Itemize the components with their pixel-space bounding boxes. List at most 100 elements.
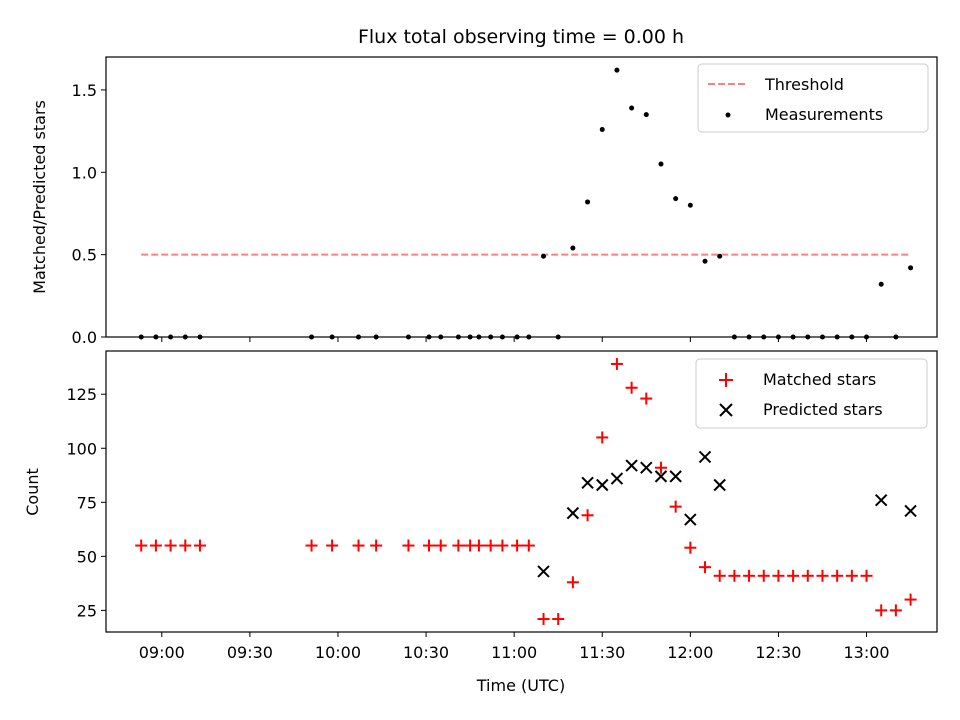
matched-point-25 <box>625 381 638 394</box>
axes-frame-top <box>105 56 938 338</box>
predicted-point-0 <box>537 565 550 578</box>
matched-point-14 <box>472 539 485 552</box>
predicted-point-1 <box>566 506 580 520</box>
legend-predicted-label: Predicted stars <box>763 400 883 419</box>
matched-point-39 <box>831 569 844 582</box>
x-tick-label-2: 10:00 <box>315 643 361 662</box>
measurement-point-24 <box>614 67 620 73</box>
legend-box-bottom <box>695 358 928 429</box>
matched-point-29 <box>684 541 697 554</box>
matched-point-26 <box>640 392 653 405</box>
measurement-point-26 <box>643 112 649 118</box>
predicted-point-7 <box>654 470 668 483</box>
y-tick-label-bottom-2: 75 <box>77 493 97 512</box>
legend-threshold-label: Threshold <box>764 75 844 94</box>
x-tick-label-0: 09:00 <box>139 643 185 662</box>
y-tick-label-top-3: 1.5 <box>72 81 97 100</box>
matched-point-41 <box>860 569 873 582</box>
legend-matched-swatch <box>719 373 733 387</box>
x-tick-label-6: 12:00 <box>667 643 713 662</box>
matched-point-35 <box>772 569 785 582</box>
matched-point-42 <box>875 604 888 617</box>
measurement-point-29 <box>687 202 693 208</box>
matched-point-34 <box>757 569 770 582</box>
predicted-point-9 <box>684 513 697 526</box>
plot-area-count: 25 50 75 100 125 09:00 09:30 10:00 10:30 11:00 11:… <box>66 357 917 662</box>
measurement-point-44 <box>908 265 914 271</box>
x-tick-label-8: 13:00 <box>843 643 889 662</box>
legend-measurements-label: Measurements <box>765 105 883 124</box>
legend-measurements-swatch <box>725 112 731 118</box>
predicted-point-8 <box>669 470 682 483</box>
matched-point-16 <box>496 539 509 552</box>
measurement-point-23 <box>599 126 605 132</box>
predicted-point-13 <box>904 504 917 518</box>
matched-point-44 <box>904 593 917 606</box>
measurement-point-21 <box>570 245 576 251</box>
legend-matched-label: Matched stars <box>763 370 876 389</box>
matched-point-28 <box>669 500 682 513</box>
matched-point-33 <box>743 569 756 582</box>
y-axis-label-count: Count <box>23 468 42 516</box>
measurement-point-25 <box>629 105 635 111</box>
predicted-point-11 <box>713 478 726 492</box>
measurement-point-28 <box>673 196 679 202</box>
y-axis-label-ratio: Matched/Predicted stars <box>30 100 49 294</box>
matched-point-20 <box>552 613 565 626</box>
y-tick-label-top-0: 0.0 <box>72 328 97 347</box>
y-tick-label-bottom-4: 125 <box>66 385 97 404</box>
matched-point-32 <box>728 569 741 582</box>
matched-point-23 <box>596 431 609 444</box>
measurement-point-19 <box>541 253 547 259</box>
matched-point-21 <box>566 576 579 589</box>
matched-point-7 <box>352 539 365 552</box>
matched-point-2 <box>164 539 177 552</box>
y-tick-label-top-2: 1.0 <box>72 163 97 182</box>
matched-point-11 <box>434 539 447 552</box>
y-tick-label-bottom-1: 50 <box>77 547 97 566</box>
axes-frame-bottom <box>105 350 938 633</box>
predicted-point-5 <box>625 459 638 472</box>
measurement-point-22 <box>585 199 591 205</box>
matched-point-40 <box>845 569 858 582</box>
matched-point-4 <box>193 539 206 552</box>
matched-point-36 <box>787 569 800 582</box>
matched-point-12 <box>452 539 465 552</box>
matched-point-30 <box>699 561 712 574</box>
y-tick-label-bottom-3: 100 <box>66 439 97 458</box>
measurement-point-31 <box>717 253 723 259</box>
chart-title: Flux total observing time = 0.00 h <box>358 26 684 48</box>
legend-top: Threshold Measurements <box>697 63 929 133</box>
x-tick-label-7: 12:30 <box>755 643 801 662</box>
matched-point-17 <box>511 539 524 552</box>
matched-point-22 <box>581 509 594 522</box>
predicted-point-10 <box>698 450 712 464</box>
legend-predicted-swatch <box>719 403 733 417</box>
measurement-point-27 <box>658 161 664 167</box>
x-tick-label-3: 10:30 <box>403 643 449 662</box>
matched-point-0 <box>135 539 148 552</box>
flux-ratio-panel: Flux total observing time = 0.00 h Match… <box>30 26 938 347</box>
predicted-point-2 <box>581 476 594 490</box>
matched-point-6 <box>326 539 339 552</box>
matched-point-10 <box>423 539 436 552</box>
measurement-point-42 <box>878 281 884 287</box>
predicted-point-12 <box>875 493 888 507</box>
matched-point-9 <box>402 539 415 552</box>
matched-point-43 <box>889 604 902 617</box>
x-tick-label-4: 11:00 <box>491 643 537 662</box>
predicted-point-3 <box>596 478 609 492</box>
matched-point-31 <box>713 569 726 582</box>
legend-bottom: Matched stars Predicted stars <box>695 358 928 429</box>
legend-box-top <box>697 63 929 133</box>
matched-point-3 <box>179 539 192 552</box>
matched-point-27 <box>654 461 667 474</box>
x-tick-label-5: 11:30 <box>579 643 625 662</box>
predicted-point-4 <box>610 472 624 485</box>
y-tick-label-bottom-0: 25 <box>77 601 97 620</box>
matched-point-24 <box>610 357 623 370</box>
measurement-point-30 <box>702 258 708 264</box>
matched-point-5 <box>305 539 318 552</box>
matched-point-38 <box>816 569 829 582</box>
